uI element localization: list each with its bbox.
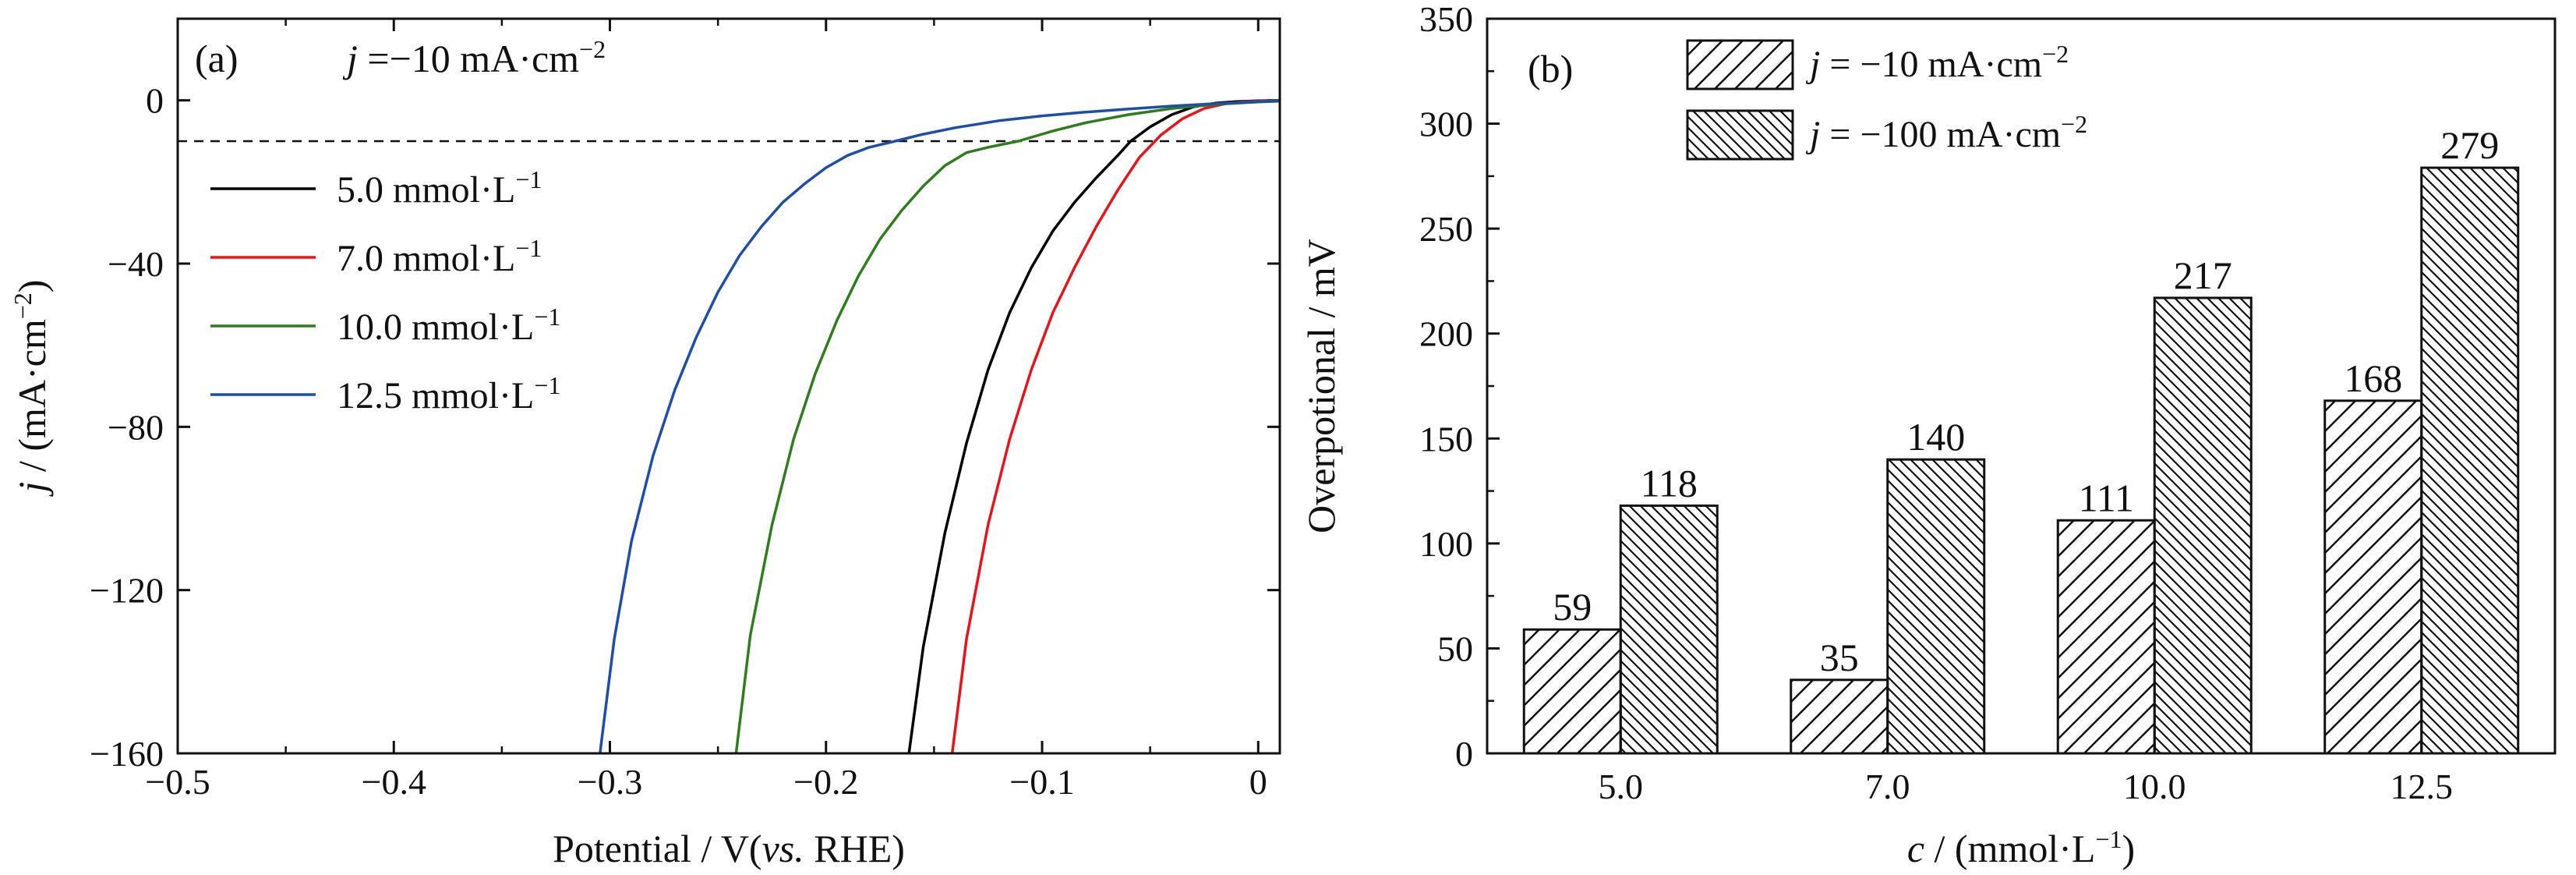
- panel-b-data-label-1-0: 118: [1641, 461, 1698, 505]
- panel-b-x-tick-label: 5.0: [1599, 767, 1644, 806]
- panel-a-series-line-3: [599, 99, 1280, 753]
- panel-b-x-axis-label: c / (mmol·L−1): [1907, 825, 2135, 870]
- panel-b-legend-swatch-0: [1686, 39, 1794, 90]
- panel-a-y-tick-label: −120: [90, 571, 164, 611]
- panel-b-bar-1-0: [1619, 504, 1719, 755]
- panel-b-bar-chart: 0 50 100 150 200 250 300 350 5.0 7.0 10.0 12.5 59 11…: [1299, 0, 2557, 870]
- panel-b-y-tick-label: 200: [1419, 314, 1473, 354]
- panel-b-y-axis-label: Overpotional / mV: [1299, 239, 1343, 533]
- panel-a-y-tick-label: −40: [108, 244, 164, 284]
- panel-b-data-label-1-2: 217: [2174, 253, 2232, 297]
- panel-b-x-tick-label: 12.5: [2390, 767, 2454, 806]
- panel-b-y-tick-label: 150: [1419, 419, 1473, 459]
- panel-a-x-tick-label: 0: [1249, 762, 1267, 802]
- panel-b-data-label-0-0: 59: [1553, 585, 1592, 629]
- panel-b-data-label-1-1: 140: [1906, 415, 1965, 459]
- panel-b-y-tick-label: 300: [1419, 105, 1473, 144]
- panel-b-label: (b): [1528, 47, 1573, 90]
- panel-a-curves: [599, 98, 1280, 753]
- panel-b-bar-0-1: [1790, 678, 1889, 755]
- panel-a-y-tick-label: −80: [108, 407, 164, 447]
- panel-b-y-tick-label: 100: [1419, 524, 1473, 564]
- panel-b-legend-label-1: j = −100 mA·cm−2: [1805, 110, 2087, 155]
- panel-a-x-axis-label: Potential / V(vs. RHE): [553, 827, 905, 870]
- panel-a-series-line-2: [734, 99, 1280, 753]
- panel-b-data-label-1-3: 279: [2440, 123, 2499, 167]
- panel-a-series-line-1: [950, 98, 1280, 753]
- panel-b-y-tick-label: 0: [1455, 734, 1473, 774]
- panel-a-label: (a): [195, 37, 239, 80]
- panel-b-bar-1-1: [1886, 458, 1986, 755]
- panel-b-bar-0-3: [2323, 399, 2423, 755]
- panel-b-y-tick-label: 50: [1437, 629, 1473, 668]
- panel-b-legend: j = −10 mA·cm−2 j = −100 mA·cm−2: [1686, 39, 2087, 161]
- panel-a-x-tick-label: −0.2: [793, 762, 858, 802]
- panel-b-x-tick-label: 7.0: [1865, 767, 1910, 806]
- panel-a-x-tick-label: −0.1: [1009, 762, 1074, 802]
- panel-a-legend-label-3: 12.5 mmol·L−1: [337, 371, 560, 416]
- panel-b-bar-1-3: [2420, 166, 2520, 755]
- panel-a-ticks: −0.5 −0.4 −0.3 −0.2 −0.1 0 0 −40 −80 −120 −160: [90, 19, 1280, 802]
- panel-a-x-tick-label: −0.5: [145, 762, 210, 802]
- panel-a-legend-label-2: 10.0 mmol·L−1: [337, 303, 560, 348]
- panel-b-bar-0-0: [1522, 628, 1622, 755]
- panel-b-bar-1-2: [2153, 296, 2253, 755]
- panel-b-data-label-0-3: 168: [2344, 356, 2402, 400]
- panel-a-y-tick-label: 0: [146, 81, 164, 121]
- panel-b-bar-0-2: [2056, 519, 2156, 755]
- panel-b-plot-frame: [1486, 17, 2557, 755]
- panel-b-ticks: 0 50 100 150 200 250 300 350 5.0 7.0 10.0 12.5: [1419, 0, 2453, 806]
- panel-b-legend-swatch-1: [1686, 109, 1794, 161]
- panel-a-legend-label-1: 7.0 mmol·L−1: [337, 234, 542, 279]
- panel-b-y-tick-label: 250: [1419, 209, 1473, 249]
- panel-b-bars: 59 118 35 140 111 217 168 279: [1522, 123, 2520, 755]
- panel-a-y-axis-label: j / (mA·cm−2): [9, 280, 54, 498]
- panel-b-x-tick-label: 10.0: [2123, 767, 2186, 806]
- panel-a-legend: 5.0 mmol·L−1 7.0 mmol·L−1 10.0 mmol·L−1 12.…: [210, 165, 560, 416]
- panel-a-x-tick-label: −0.3: [578, 762, 642, 802]
- panel-a-y-tick-label: −160: [90, 734, 164, 774]
- panel-a-plot-frame: [176, 17, 1281, 755]
- panel-b-data-label-0-1: 35: [1820, 636, 1859, 679]
- panel-a-line-chart: −0.5 −0.4 −0.3 −0.2 −0.1 0 0 −40 −80 −120 −160 (a)…: [9, 17, 1281, 870]
- panel-a-x-tick-label: −0.4: [362, 762, 426, 802]
- panel-b-legend-label-0: j = −10 mA·cm−2: [1805, 40, 2069, 85]
- panel-b-y-tick-label: 350: [1419, 0, 1473, 39]
- panel-b-data-label-0-2: 111: [2079, 476, 2134, 519]
- panel-a-annotation: j =−10 mA·cm−2: [342, 35, 606, 80]
- panel-a-legend-label-0: 5.0 mmol·L−1: [337, 165, 542, 211]
